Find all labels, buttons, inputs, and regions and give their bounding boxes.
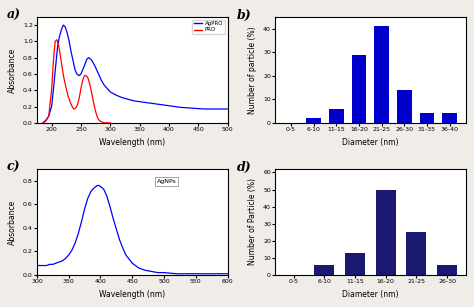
Bar xyxy=(329,109,344,123)
Bar xyxy=(442,113,457,123)
Y-axis label: Number of particle (%): Number of particle (%) xyxy=(248,26,257,114)
Bar xyxy=(345,253,365,275)
Bar xyxy=(437,265,457,275)
Y-axis label: Absorbance: Absorbance xyxy=(9,199,18,245)
Y-axis label: Number of Particle (%): Number of Particle (%) xyxy=(248,178,257,266)
Bar xyxy=(314,265,334,275)
Text: AgNPs: AgNPs xyxy=(157,179,176,184)
Bar xyxy=(376,189,396,275)
Bar xyxy=(397,90,412,123)
X-axis label: Diameter (nm): Diameter (nm) xyxy=(342,290,399,299)
Bar xyxy=(352,55,366,123)
Y-axis label: Absorbance: Absorbance xyxy=(9,47,18,92)
X-axis label: Wavelength (nm): Wavelength (nm) xyxy=(99,290,165,299)
Text: a): a) xyxy=(7,9,20,21)
Legend: AgPRO, PRO: AgPRO, PRO xyxy=(192,20,225,34)
Text: b): b) xyxy=(237,9,252,21)
Bar xyxy=(306,118,321,123)
Text: d): d) xyxy=(237,161,252,173)
X-axis label: Wavelength (nm): Wavelength (nm) xyxy=(99,138,165,146)
Bar xyxy=(419,113,434,123)
Bar xyxy=(406,232,426,275)
X-axis label: Diameter (nm): Diameter (nm) xyxy=(342,138,399,146)
Bar xyxy=(374,26,389,123)
Text: c): c) xyxy=(7,161,20,173)
